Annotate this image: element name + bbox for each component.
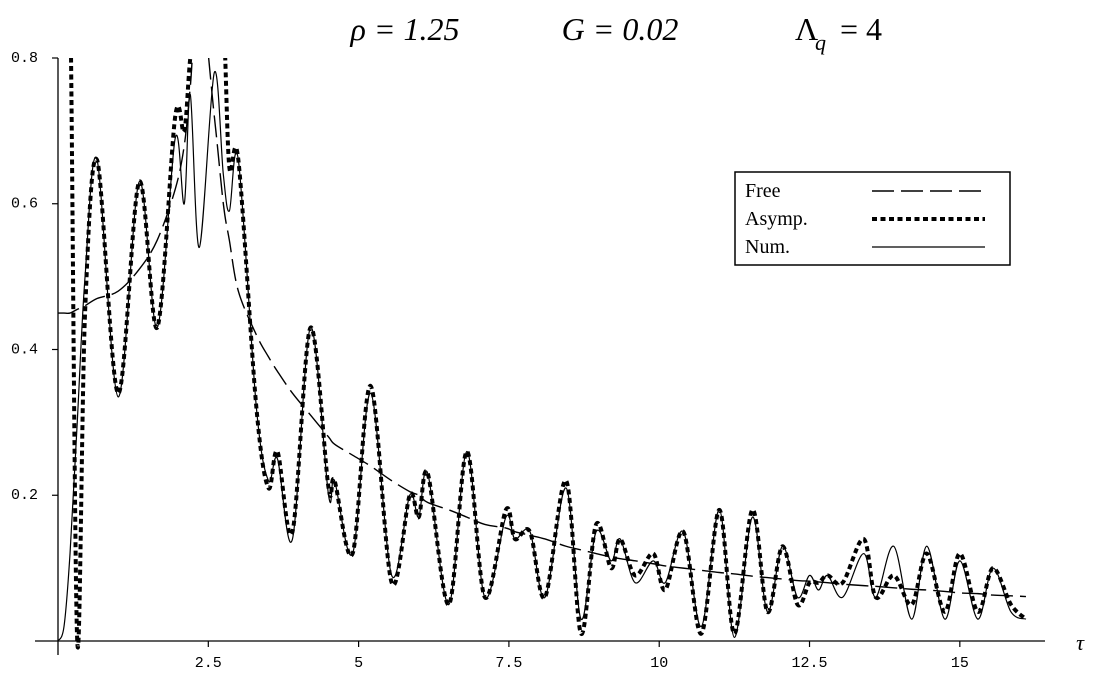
legend-label: Free [745,180,781,202]
series-line [57,70,1027,642]
x-tick-label: 15 [951,655,969,672]
x-tick-label: 5 [354,655,363,672]
y-tick-label: 0.4 [11,341,38,358]
x-tick-label: 12.5 [792,655,828,672]
y-tick-label: 0.6 [11,196,38,213]
x-tick-label: 10 [650,655,668,672]
y-tick-label: 0.8 [11,50,38,67]
series-line [69,58,1028,650]
y-tick-label: 0.2 [11,487,38,504]
title-g: G = 0.02 [562,11,679,47]
x-tick-label: 7.5 [495,655,522,672]
title-rho: ρ = 1.25 [350,11,460,47]
series-line [58,58,1026,598]
title-lambda: Λ [795,11,818,47]
title-lambda-sub: q [815,30,826,55]
legend-label: Num. [745,236,790,258]
x-axis-label: τ [1076,630,1085,655]
legend-label: Asymp. [745,208,808,230]
legend: Free Asymp. Num. [734,171,1011,266]
plot-area [57,58,1028,650]
title-lambda-val: = 4 [840,11,882,47]
title: ρ = 1.25 G = 0.02 Λ q = 4 [350,11,883,55]
x-tick-label: 2.5 [195,655,222,672]
